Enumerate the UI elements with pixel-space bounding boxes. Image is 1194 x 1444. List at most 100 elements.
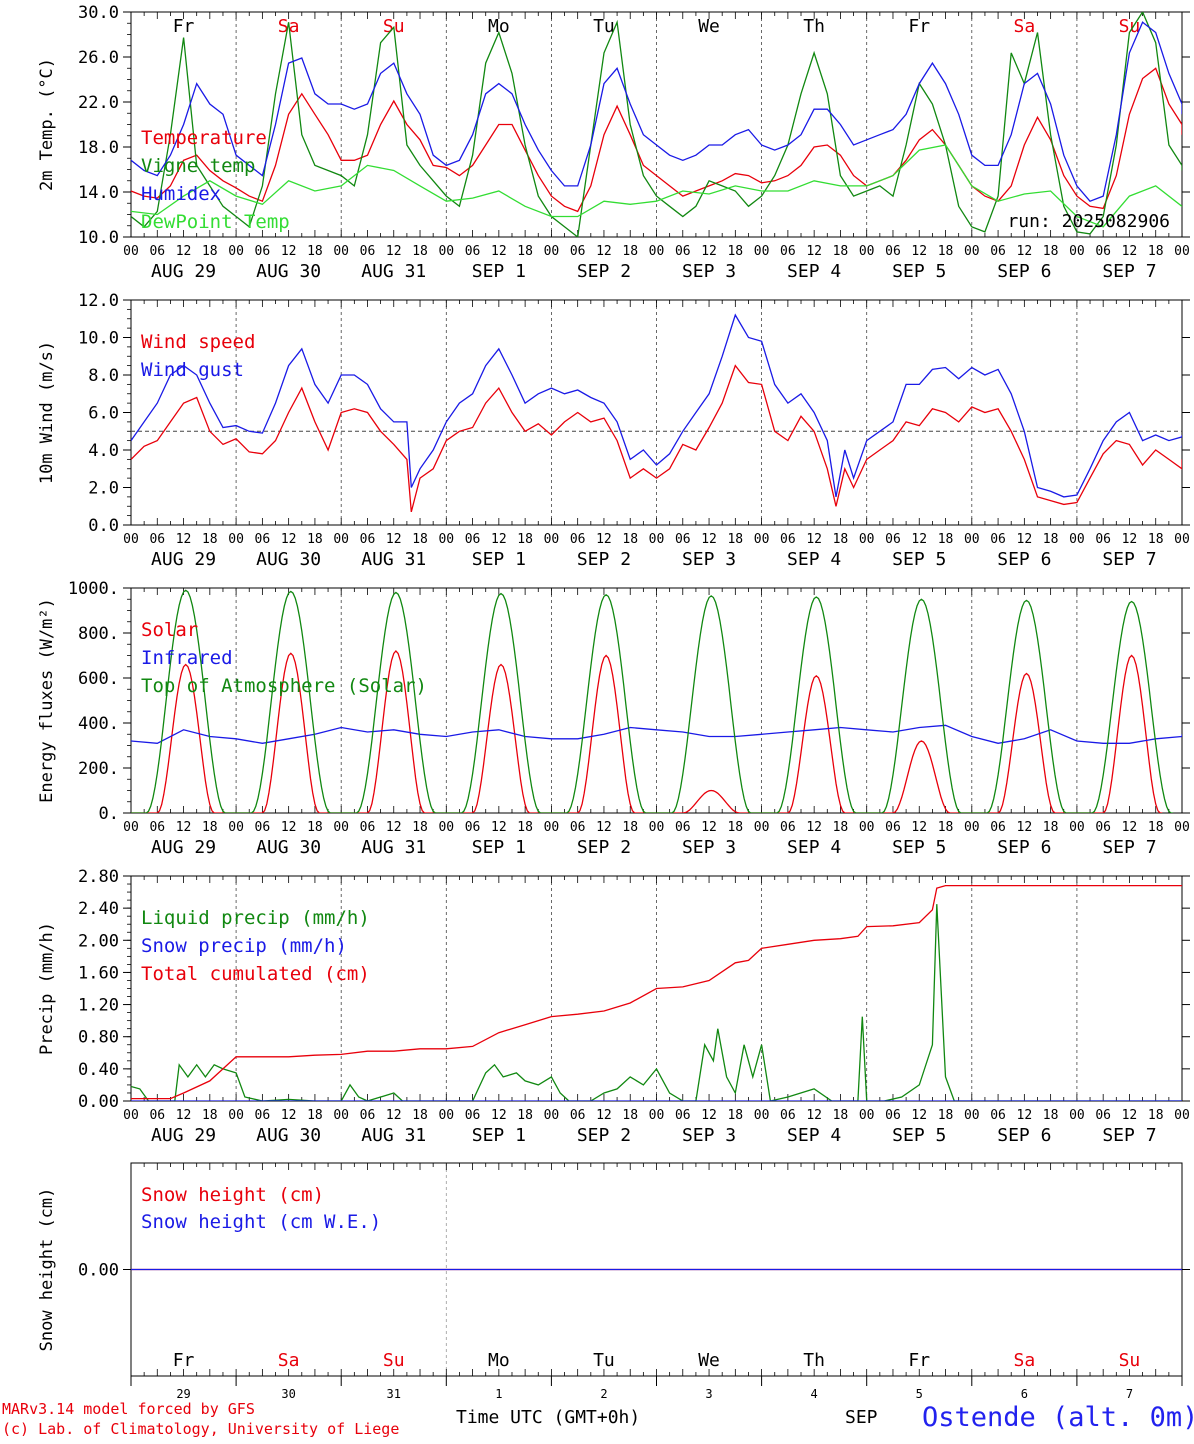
- snow-day-number: 1: [495, 1387, 502, 1401]
- snow-weekday-label: Sa: [1014, 1350, 1036, 1371]
- energy-hour-label: 18: [517, 820, 533, 835]
- precip-hour-label: 18: [1043, 1108, 1059, 1123]
- temperature-hour-label: 12: [491, 244, 507, 259]
- energy-ytick-label: 600.: [78, 669, 119, 689]
- precip-date-label: SEP 7: [1102, 1125, 1156, 1146]
- precip-hour-label: 12: [596, 1108, 612, 1123]
- wind-hour-label: 18: [622, 532, 638, 547]
- temperature-date-label: SEP 7: [1102, 261, 1156, 282]
- temperature-weekday-label: We: [698, 16, 720, 37]
- snow-day-number: 30: [281, 1387, 295, 1401]
- precip-ytick-label: 2.80: [78, 867, 119, 887]
- precip-date-label: SEP 2: [577, 1125, 631, 1146]
- snow-weekday-label: We: [698, 1350, 720, 1371]
- temperature-hour-label: 18: [727, 244, 743, 259]
- temperature-ylabel: 2m Temp. (°C): [37, 58, 57, 191]
- energy-hour-label: 18: [833, 820, 849, 835]
- temperature-hour-label: 12: [596, 244, 612, 259]
- precip-ytick-label: 2.40: [78, 899, 119, 919]
- precip-series-liquid-precip-mm-h-: [131, 904, 1182, 1101]
- temperature-hour-label: 12: [281, 244, 297, 259]
- wind-ytick-label: 4.0: [88, 441, 119, 461]
- wind-hour-label: 06: [675, 532, 691, 547]
- precip-legend-total-cumulated-cm-: Total cumulated (cm): [141, 963, 370, 985]
- wind-hour-label: 18: [833, 532, 849, 547]
- precip-hour-label: 18: [622, 1108, 638, 1123]
- energy-date-label: SEP 3: [682, 837, 736, 858]
- energy-hour-label: 06: [149, 820, 165, 835]
- energy-hour-label: 18: [202, 820, 218, 835]
- wind-hour-label: 12: [1017, 532, 1033, 547]
- wind-hour-label: 18: [727, 532, 743, 547]
- wind-hour-label: 12: [281, 532, 297, 547]
- wind-series-wind-speed: [131, 364, 1182, 513]
- energy-date-label: SEP 1: [472, 837, 526, 858]
- wind-hour-label: 18: [938, 532, 954, 547]
- wind-hour-label: 06: [255, 532, 271, 547]
- energy-date-label: AUG 29: [151, 837, 216, 858]
- precip-hour-label: 06: [780, 1108, 796, 1123]
- energy-hour-label: 06: [780, 820, 796, 835]
- wind-date-label: SEP 6: [997, 549, 1051, 570]
- snow-weekday-label: Fr: [173, 1350, 195, 1371]
- energy-hour-label: 18: [938, 820, 954, 835]
- energy-hour-label: 00: [859, 820, 875, 835]
- station-name: Ostende (alt. 0m): [922, 1402, 1194, 1433]
- wind-hour-label: 00: [1174, 532, 1190, 547]
- temperature-hour-label: 18: [833, 244, 849, 259]
- temperature-series-temperature: [131, 67, 1182, 213]
- wind-ytick-label: 0.0: [88, 516, 119, 536]
- energy-hour-label: 18: [307, 820, 323, 835]
- temperature-weekday-label: Sa: [1014, 16, 1036, 37]
- energy-hour-label: 18: [622, 820, 638, 835]
- precip-hour-label: 06: [149, 1108, 165, 1123]
- energy-hour-label: 00: [544, 820, 560, 835]
- temperature-panel: 10.0 14.0 18.0 22.0 26.0 30.0 2m Temp. (°C) 00 0…: [37, 3, 1190, 282]
- precip-hour-label: 00: [1069, 1108, 1085, 1123]
- precip-ytick-label: 1.60: [78, 963, 119, 983]
- precip-hour-label: 00: [754, 1108, 770, 1123]
- energy-hour-label: 12: [806, 820, 822, 835]
- snow-ytick-label: 0.00: [78, 1261, 119, 1281]
- wind-date-label: SEP 7: [1102, 549, 1156, 570]
- energy-hour-label: 00: [1174, 820, 1190, 835]
- energy-date-label: AUG 31: [361, 837, 426, 858]
- temperature-hour-label: 18: [412, 244, 428, 259]
- temperature-series-dewpoint-temp: [131, 144, 1182, 228]
- temperature-hour-label: 18: [1148, 244, 1164, 259]
- precip-hour-label: 18: [412, 1108, 428, 1123]
- energy-date-label: SEP 5: [892, 837, 946, 858]
- precip-hour-label: 00: [1174, 1108, 1190, 1123]
- temperature-run-annotation: run: 2025082906: [1007, 211, 1170, 232]
- temperature-weekday-label: Fr: [173, 16, 195, 37]
- precip-ytick-label: 2.00: [78, 931, 119, 951]
- wind-date-label: SEP 5: [892, 549, 946, 570]
- temperature-hour-label: 06: [675, 244, 691, 259]
- precip-date-label: AUG 31: [361, 1125, 426, 1146]
- energy-ytick-label: 200.: [78, 759, 119, 779]
- temperature-hour-label: 12: [176, 244, 192, 259]
- wind-hour-label: 18: [517, 532, 533, 547]
- wind-hour-label: 06: [360, 532, 376, 547]
- energy-hour-label: 06: [1095, 820, 1111, 835]
- snow-panel: 0.00 Snow height (cm) Snow height (cm) Snow…: [37, 1162, 1190, 1401]
- precip-hour-label: 06: [570, 1108, 586, 1123]
- temperature-hour-label: 06: [570, 244, 586, 259]
- temperature-hour-label: 00: [754, 244, 770, 259]
- temperature-date-label: AUG 30: [256, 261, 321, 282]
- wind-series-wind-gust: [131, 313, 1182, 498]
- wind-ylabel: 10m Wind (m/s): [37, 341, 57, 484]
- wind-hour-label: 06: [465, 532, 481, 547]
- precip-hour-label: 18: [307, 1108, 323, 1123]
- temperature-hour-label: 18: [938, 244, 954, 259]
- temperature-hour-label: 06: [360, 244, 376, 259]
- wind-date-label: AUG 29: [151, 549, 216, 570]
- temperature-ytick-label: 22.0: [78, 93, 119, 113]
- wind-hour-label: 18: [202, 532, 218, 547]
- energy-legend-solar: Solar: [141, 619, 198, 641]
- temperature-hour-label: 00: [438, 244, 454, 259]
- energy-hour-label: 00: [438, 820, 454, 835]
- wind-hour-label: 00: [859, 532, 875, 547]
- snow-weekday-label: Tu: [593, 1350, 615, 1371]
- energy-hour-label: 06: [675, 820, 691, 835]
